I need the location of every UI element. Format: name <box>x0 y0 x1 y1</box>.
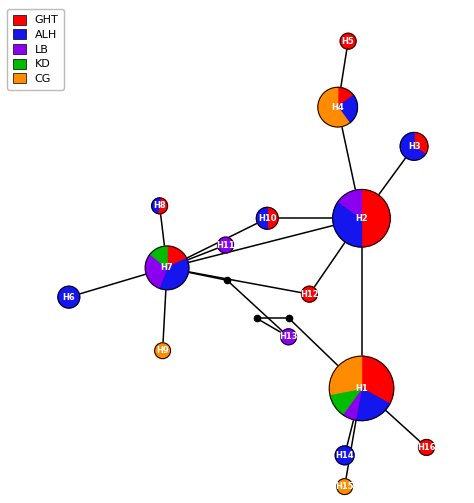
Wedge shape <box>337 88 354 107</box>
Wedge shape <box>157 198 167 214</box>
Wedge shape <box>58 286 80 308</box>
Wedge shape <box>159 259 189 290</box>
Text: H4: H4 <box>331 103 344 112</box>
Text: H7: H7 <box>161 264 173 272</box>
Wedge shape <box>330 388 362 414</box>
Wedge shape <box>218 237 234 253</box>
Wedge shape <box>152 198 160 213</box>
Text: H6: H6 <box>63 293 75 302</box>
Text: H14: H14 <box>335 451 354 460</box>
Text: H1: H1 <box>355 384 368 393</box>
Wedge shape <box>267 207 278 229</box>
Wedge shape <box>337 96 357 123</box>
Wedge shape <box>167 246 187 268</box>
Wedge shape <box>356 388 390 421</box>
Wedge shape <box>414 132 428 154</box>
Wedge shape <box>362 190 390 247</box>
Wedge shape <box>362 356 394 404</box>
Wedge shape <box>333 201 362 247</box>
Text: H8: H8 <box>153 201 166 210</box>
Text: H5: H5 <box>342 37 355 46</box>
Text: H16: H16 <box>417 443 436 452</box>
Legend: GHT, ALH, LB, KD, CG: GHT, ALH, LB, KD, CG <box>7 9 64 90</box>
Wedge shape <box>335 446 354 465</box>
Wedge shape <box>337 479 353 494</box>
Text: H3: H3 <box>408 142 420 151</box>
Text: H13: H13 <box>279 332 298 342</box>
Wedge shape <box>419 440 434 455</box>
Wedge shape <box>329 356 362 394</box>
Wedge shape <box>256 207 267 229</box>
Text: H9: H9 <box>156 346 169 355</box>
Wedge shape <box>150 246 167 268</box>
Text: H2: H2 <box>355 214 368 223</box>
Text: H10: H10 <box>258 214 276 223</box>
Wedge shape <box>340 33 356 49</box>
Wedge shape <box>155 343 171 359</box>
Wedge shape <box>318 88 349 127</box>
Wedge shape <box>301 286 318 302</box>
Text: H11: H11 <box>216 240 235 249</box>
Text: H12: H12 <box>300 290 319 299</box>
Text: H15: H15 <box>335 482 354 491</box>
Wedge shape <box>145 254 167 288</box>
Wedge shape <box>400 132 425 160</box>
Wedge shape <box>338 190 362 218</box>
Wedge shape <box>343 388 362 420</box>
Wedge shape <box>281 329 297 345</box>
